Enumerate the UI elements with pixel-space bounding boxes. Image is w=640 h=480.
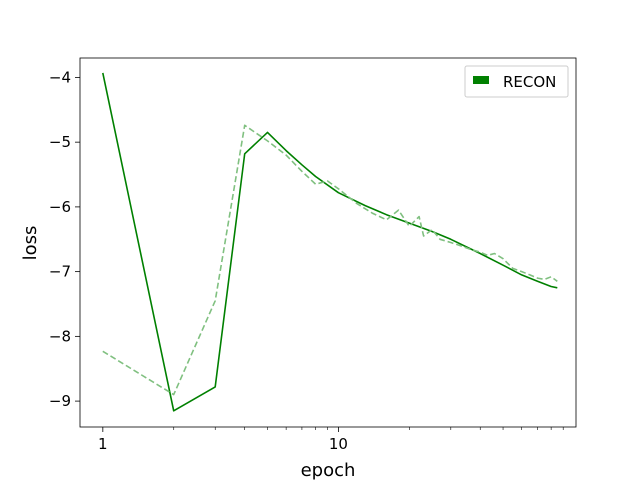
y-axis-label: loss — [20, 226, 41, 261]
y-tick-label: −7 — [49, 263, 71, 281]
x-tick-label: 1 — [98, 435, 108, 453]
series-line-recon — [102, 72, 558, 412]
legend-entry-recon: RECON — [503, 73, 556, 91]
plot-frame — [79, 57, 577, 428]
y-axis: −9 −8 −7 −6 −5 −4 — [49, 68, 80, 410]
legend: RECON — [464, 65, 569, 98]
y-tick-label: −6 — [49, 198, 71, 216]
y-tick-label: −8 — [49, 327, 71, 345]
legend-box — [464, 65, 569, 98]
y-tick-label: −4 — [49, 68, 71, 86]
x-axis: 1 10 — [98, 427, 564, 453]
legend-swatch — [473, 76, 489, 84]
x-tick-label: 10 — [329, 435, 348, 453]
y-tick-label: −5 — [49, 133, 71, 151]
series-layer — [102, 72, 558, 412]
plot-background — [80, 58, 576, 427]
series-line-dashed — [102, 124, 558, 396]
x-axis-label: epoch — [301, 460, 356, 480]
y-tick-label: −9 — [49, 392, 71, 410]
